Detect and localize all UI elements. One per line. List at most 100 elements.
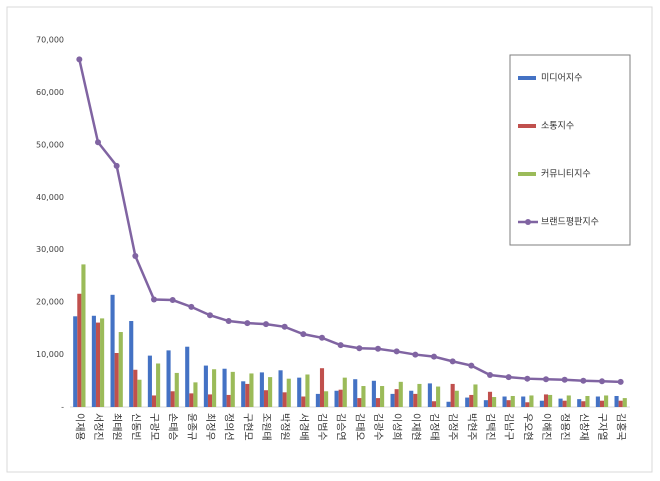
bar bbox=[342, 377, 347, 407]
bar bbox=[473, 384, 478, 407]
bar bbox=[73, 316, 78, 407]
bar bbox=[137, 379, 142, 407]
x-tick-label: 김홍국 bbox=[615, 413, 628, 441]
x-tick-label: 신동빈 bbox=[129, 413, 141, 441]
line-point bbox=[281, 323, 288, 330]
legend-swatch bbox=[518, 76, 536, 80]
bar bbox=[510, 395, 515, 407]
x-tick-label: 박정원 bbox=[279, 413, 291, 441]
bar bbox=[409, 390, 414, 407]
x-tick-label: 서정진 bbox=[92, 413, 104, 441]
bar bbox=[390, 393, 395, 407]
x-tick-label: 김광수 bbox=[372, 413, 384, 441]
bar bbox=[431, 401, 437, 407]
line-point bbox=[76, 56, 83, 63]
bar bbox=[413, 393, 418, 407]
line-point bbox=[337, 342, 344, 349]
bar bbox=[427, 383, 432, 407]
bar bbox=[357, 398, 362, 407]
line-point bbox=[263, 321, 269, 328]
bar bbox=[604, 395, 609, 407]
x-tick-label: 이재현 bbox=[409, 413, 421, 441]
bar bbox=[595, 396, 600, 407]
bar bbox=[436, 386, 441, 407]
line-point bbox=[412, 351, 419, 358]
x-tick-label: 이성희 bbox=[391, 413, 403, 441]
bar bbox=[566, 395, 571, 407]
legend-label: 브랜드평판지수 bbox=[541, 217, 599, 228]
bar bbox=[156, 363, 161, 407]
bar bbox=[483, 400, 488, 407]
x-tick-label: 구자열 bbox=[596, 413, 608, 441]
bar bbox=[170, 391, 175, 407]
bar bbox=[305, 374, 310, 407]
line-point bbox=[244, 320, 251, 327]
x-tick-label: 최태원 bbox=[111, 413, 123, 441]
x-tick-label: 윤종규 bbox=[185, 413, 197, 441]
bar bbox=[95, 322, 101, 407]
line-point bbox=[132, 253, 139, 260]
bar bbox=[207, 394, 213, 407]
y-tick-label: 60,000 bbox=[36, 88, 64, 97]
x-tick-label: 김남구 bbox=[503, 413, 515, 441]
x-tick-label: 신창재 bbox=[577, 413, 589, 441]
x-tick-label: 김정태 bbox=[428, 413, 440, 441]
bar bbox=[129, 321, 134, 407]
bar bbox=[558, 398, 563, 407]
bar bbox=[417, 383, 422, 407]
bar bbox=[543, 394, 549, 407]
bar bbox=[118, 332, 123, 407]
x-tick-label: 김승연 bbox=[335, 413, 347, 441]
bar bbox=[529, 395, 534, 407]
x-tick-label: 박현주 bbox=[465, 413, 477, 441]
bar bbox=[245, 383, 250, 407]
y-tick-label: 40,000 bbox=[36, 193, 64, 202]
x-tick-label: 이재용 bbox=[73, 413, 85, 441]
bar bbox=[334, 390, 339, 407]
x-tick-label: 김태오 bbox=[353, 413, 365, 441]
bar bbox=[525, 402, 530, 407]
x-tick-label: 정용진 bbox=[559, 413, 571, 441]
line-point bbox=[561, 376, 568, 383]
legend-box bbox=[509, 54, 631, 246]
bar bbox=[324, 391, 329, 407]
y-tick-label: - bbox=[61, 403, 64, 412]
x-tick-label: 김택진 bbox=[484, 413, 496, 441]
line-point bbox=[319, 334, 325, 341]
line-point bbox=[524, 375, 531, 382]
bar bbox=[174, 372, 179, 407]
bar bbox=[297, 377, 302, 407]
bar bbox=[263, 390, 269, 407]
x-tick-label: 우오현 bbox=[521, 413, 533, 441]
bar bbox=[151, 395, 157, 407]
bar bbox=[618, 400, 623, 407]
line-point bbox=[449, 358, 456, 365]
bar bbox=[110, 294, 115, 407]
line-point bbox=[487, 372, 493, 379]
bar bbox=[450, 383, 455, 407]
legend-label: 커뮤니티지수 bbox=[541, 169, 591, 180]
line-point bbox=[599, 378, 605, 385]
line-point bbox=[468, 362, 475, 369]
x-tick-label: 최정우 bbox=[204, 413, 216, 441]
bar bbox=[212, 369, 217, 407]
bar bbox=[506, 400, 511, 407]
bar bbox=[539, 400, 544, 407]
x-tick-label: 조원태 bbox=[260, 413, 272, 441]
y-tick-label: 10,000 bbox=[36, 350, 64, 359]
bar bbox=[222, 368, 227, 407]
bar bbox=[259, 372, 264, 407]
x-tick-label: 김정주 bbox=[447, 413, 459, 441]
bar bbox=[147, 355, 152, 407]
bar bbox=[193, 382, 198, 407]
bar bbox=[114, 352, 119, 407]
line-point bbox=[207, 312, 213, 319]
bar bbox=[454, 390, 459, 407]
legend-label: 소통지수 bbox=[541, 121, 574, 132]
line-point bbox=[113, 162, 120, 169]
bar bbox=[361, 386, 366, 407]
bar bbox=[353, 379, 358, 407]
y-tick-label: 50,000 bbox=[36, 140, 64, 149]
bar bbox=[189, 393, 194, 407]
